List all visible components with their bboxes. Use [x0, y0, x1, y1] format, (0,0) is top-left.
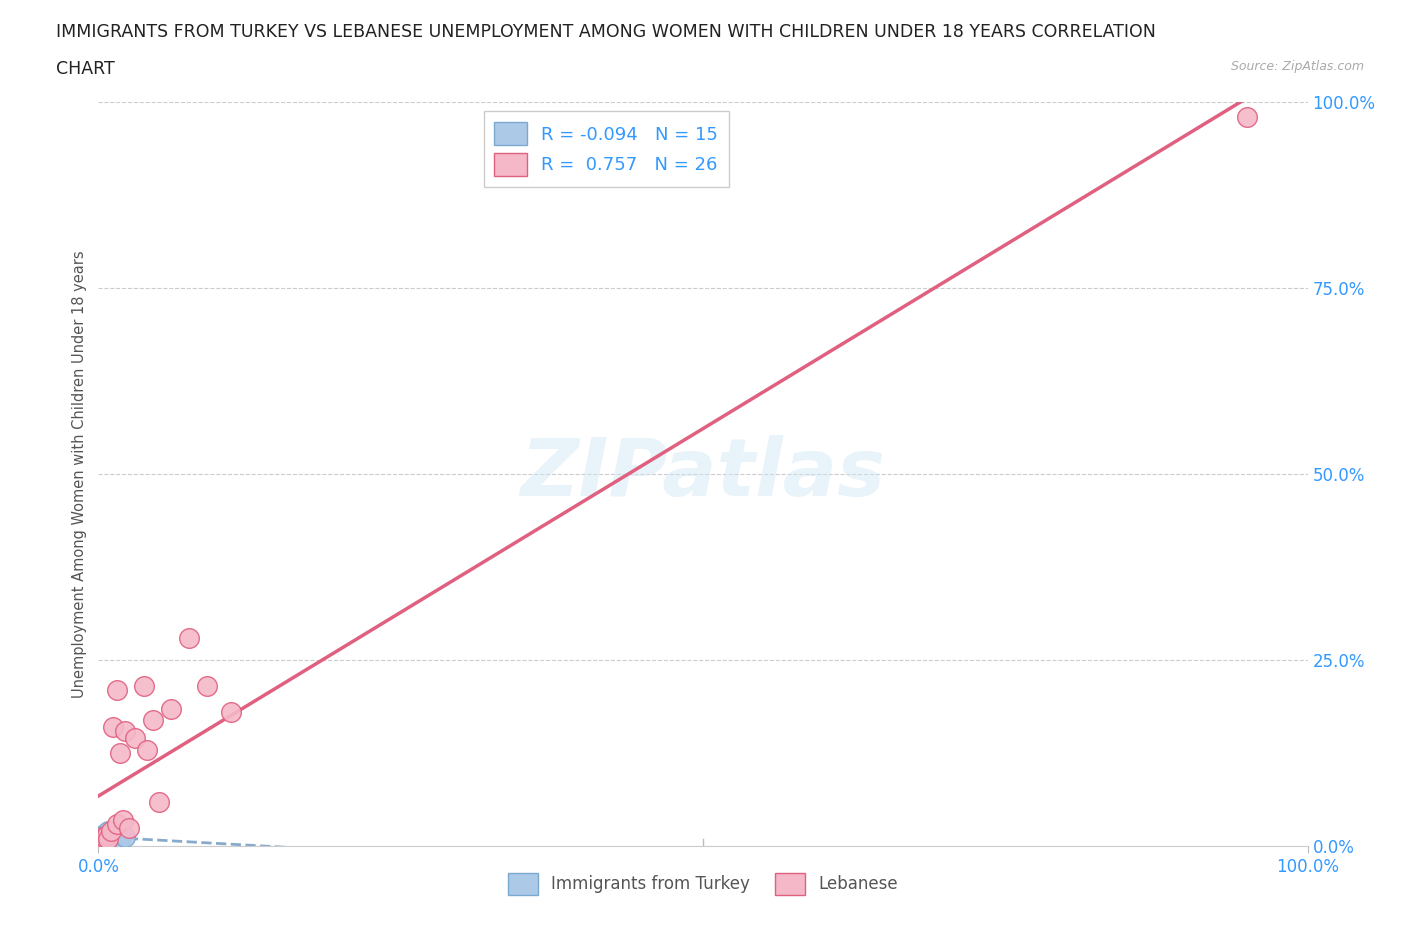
Point [94, 831, 117, 846]
Point [96, 830, 118, 844]
Point [221, 705, 243, 720]
Text: CHART: CHART [56, 60, 115, 78]
Point [91, 828, 114, 843]
Point [108, 831, 131, 846]
Point [89, 835, 111, 850]
Point [108, 746, 131, 761]
Point [97, 831, 120, 846]
Point [93, 831, 115, 846]
Point [118, 820, 141, 835]
Point [90, 833, 112, 848]
Point [93, 833, 115, 848]
Point [91, 833, 114, 848]
Point [111, 813, 134, 828]
Point [1236, 110, 1258, 125]
Legend: Immigrants from Turkey, Lebanese: Immigrants from Turkey, Lebanese [502, 867, 904, 901]
Point [100, 833, 122, 848]
Point [124, 731, 146, 746]
Point [101, 720, 124, 735]
Point [134, 679, 156, 694]
Text: IMMIGRANTS FROM TURKEY VS LEBANESE UNEMPLOYMENT AMONG WOMEN WITH CHILDREN UNDER : IMMIGRANTS FROM TURKEY VS LEBANESE UNEMP… [56, 23, 1156, 41]
Point [91, 830, 114, 844]
Point [94, 826, 117, 841]
Point [148, 794, 170, 809]
Point [96, 828, 118, 843]
Point [114, 830, 136, 844]
Text: ZIPatlas: ZIPatlas [520, 435, 886, 513]
Point [114, 724, 136, 738]
Point [107, 833, 129, 848]
Point [100, 824, 122, 839]
Point [160, 701, 183, 716]
Point [97, 824, 120, 839]
Point [177, 631, 201, 645]
Point [195, 679, 218, 694]
Point [90, 830, 112, 844]
Point [105, 683, 128, 698]
Text: Source: ZipAtlas.com: Source: ZipAtlas.com [1230, 60, 1364, 73]
Point [89, 831, 111, 846]
Point [135, 742, 157, 757]
Point [98, 828, 121, 843]
Point [105, 817, 128, 831]
Point [142, 712, 165, 727]
Point [104, 830, 127, 844]
Y-axis label: Unemployment Among Women with Children Under 18 years: Unemployment Among Women with Children U… [72, 250, 87, 698]
Point [101, 831, 124, 846]
Point [91, 831, 114, 846]
